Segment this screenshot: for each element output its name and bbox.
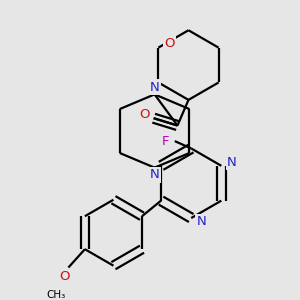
Text: F: F: [162, 135, 169, 148]
Text: N: N: [150, 169, 160, 182]
Text: N: N: [196, 215, 206, 228]
Text: O: O: [59, 270, 70, 283]
Text: O: O: [164, 38, 175, 50]
Text: N: N: [150, 81, 160, 94]
Text: N: N: [226, 156, 236, 169]
Text: CH₃: CH₃: [46, 290, 65, 300]
Text: O: O: [139, 108, 150, 121]
